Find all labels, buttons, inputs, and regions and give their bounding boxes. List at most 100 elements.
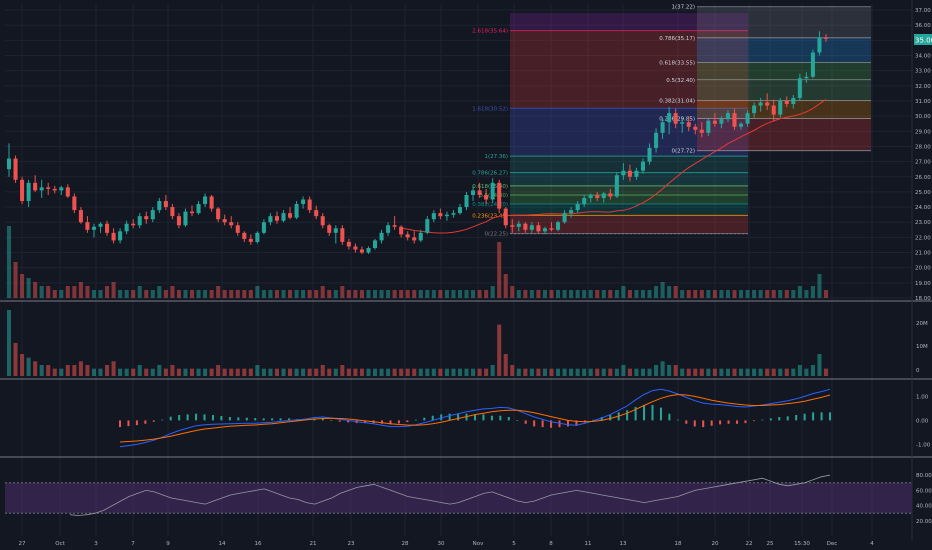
volume-bar: [26, 357, 31, 376]
price-axis-label: 28.00: [915, 144, 931, 150]
time-axis-label: 23: [348, 541, 355, 547]
candle-body: [542, 228, 547, 232]
candle-body: [248, 238, 253, 242]
volume-bar: [497, 324, 502, 376]
volume-bar: [732, 368, 737, 376]
macd-histogram-bar: [668, 413, 671, 421]
volume-overlay-bar: [490, 286, 495, 298]
candle-body: [503, 208, 508, 226]
candle-body: [314, 210, 319, 217]
volume-bar: [399, 368, 404, 376]
volume-overlay-bar: [412, 290, 417, 298]
volume-overlay-bar: [65, 286, 70, 298]
volume-overlay-bar: [372, 290, 378, 298]
volume-bar: [706, 368, 711, 376]
price-axis-label: 27.00: [915, 160, 931, 166]
candle-body: [601, 193, 606, 198]
fib-level-label: 0.786(35.17): [659, 36, 695, 42]
volume-overlay-bar: [163, 290, 168, 298]
volume-overlay-bar: [477, 290, 482, 298]
time-axis[interactable]: 27 Oct 3 7 9 14 16 21 23 28 30 Nov 5 8 11 13 18 20 22 25 15:…: [19, 541, 875, 547]
volume-overlay-bar: [457, 290, 463, 298]
macd-histogram-bar: [676, 419, 679, 421]
volume-bar: [745, 368, 750, 376]
candle-body: [706, 120, 711, 133]
time-axis-label: 5: [512, 541, 516, 547]
rsi-pane[interactable]: [5, 474, 912, 516]
candle-body: [529, 225, 534, 230]
macd-histogram-bar: [271, 418, 274, 421]
macd-histogram-bar: [127, 420, 130, 427]
price-axis-label: 30.00: [915, 114, 931, 120]
volume-overlay-bar: [320, 286, 325, 298]
candle-body: [170, 207, 175, 217]
macd-histogram-bar: [829, 412, 831, 421]
macd-histogram-bar: [769, 418, 772, 421]
candle-body: [78, 210, 83, 223]
rsi-axis-label: 40.00: [916, 504, 932, 510]
volume-overlay-bar: [451, 290, 456, 298]
candle-body: [412, 237, 417, 241]
fib-level-label: 1(27.36): [484, 154, 508, 160]
candle-body: [33, 182, 38, 191]
candle-body: [229, 222, 234, 226]
volume-bar: [170, 365, 175, 376]
candle-body: [366, 247, 371, 253]
macd-histogram-bar: [752, 420, 755, 422]
volume-overlay-bar: [111, 282, 116, 298]
macd-histogram-bar: [778, 417, 781, 421]
fib-level-label: 1(37.22): [671, 5, 695, 11]
volume-bar: [320, 365, 325, 376]
volume-axis-label: 10M: [916, 344, 928, 350]
macd-histogram-bar: [541, 420, 544, 428]
candle-body: [209, 196, 214, 209]
volume-overlay-bar: [333, 290, 338, 298]
volume-overlay-bar: [817, 274, 822, 298]
volume-bar: [804, 368, 809, 376]
candlestick-series[interactable]: [6, 31, 829, 255]
macd-histogram-bar: [237, 417, 240, 421]
volume-bar: [111, 361, 116, 376]
macd-pane[interactable]: [119, 388, 831, 448]
candle-body: [464, 194, 469, 208]
volume-bar: [471, 368, 476, 376]
volume-bar: [105, 365, 110, 376]
candle-body: [765, 102, 770, 106]
macd-histogram-bar: [152, 420, 155, 422]
volume-bar: [307, 368, 312, 376]
volume-overlay-bar: [39, 286, 44, 298]
volume-overlay-bar: [699, 290, 704, 298]
volume-bar: [242, 368, 247, 376]
candle-body: [183, 211, 188, 226]
fib-level-label: 0.236(23.45): [472, 213, 508, 219]
volume-pane[interactable]: [6, 310, 829, 376]
volume-bar: [601, 368, 606, 376]
volume-bar: [712, 368, 717, 376]
candle-body: [268, 216, 273, 223]
candle-body: [216, 208, 221, 220]
fib-zone: [510, 172, 748, 186]
candle-body: [150, 210, 155, 220]
volume-bar: [503, 354, 508, 376]
volume-overlay-bar: [680, 290, 685, 298]
volume-bar: [288, 368, 293, 376]
volume-overlay-bar: [640, 290, 646, 298]
volume-overlay-bar: [516, 290, 521, 298]
candle-body: [13, 158, 18, 180]
macd-histogram-bar: [693, 420, 696, 427]
time-axis-label: 14: [219, 541, 226, 547]
fib-retracement-left[interactable]: 1(27.36)0.786(26.27)0.618(25.40)0.5(24.8…: [472, 13, 748, 238]
volume-bar: [555, 368, 561, 376]
candle-body: [405, 234, 410, 238]
time-axis-label: 11: [585, 541, 592, 547]
candle-body: [399, 226, 404, 235]
volume-overlay-bar: [621, 286, 626, 298]
volume-bar: [379, 368, 384, 376]
macd-histogram-bar: [406, 420, 409, 423]
macd-histogram-bar: [228, 417, 231, 421]
candle-body: [621, 170, 626, 176]
candle-body: [745, 113, 750, 124]
volume-bar: [124, 368, 129, 376]
